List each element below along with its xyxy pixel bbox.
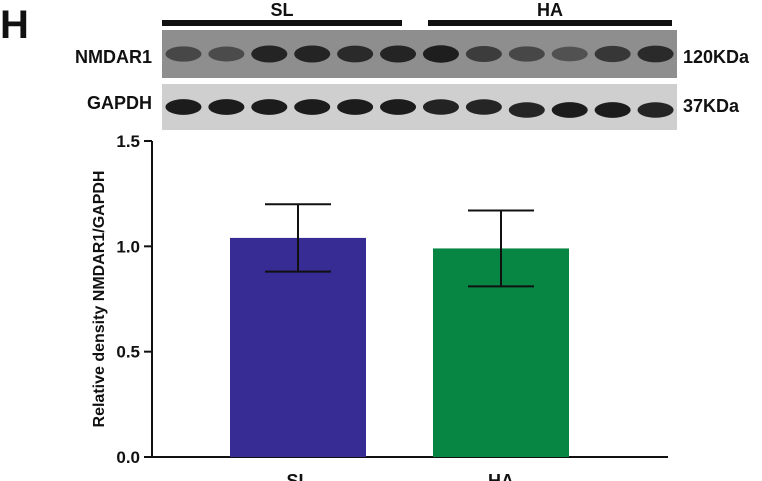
- blot-band: [208, 99, 245, 115]
- blot-band: [465, 99, 502, 115]
- blot-strip-nmdar1: [162, 30, 677, 78]
- blot-protein-label: NMDAR1: [75, 47, 152, 67]
- blot-band: [465, 46, 502, 62]
- blot-band: [380, 45, 417, 63]
- y-tick-label: 0.5: [116, 343, 140, 362]
- blot-group-bar: [162, 20, 402, 26]
- blot-band: [165, 46, 202, 62]
- blot-band: [422, 45, 459, 63]
- blot-band: [337, 45, 374, 63]
- blot-band: [594, 45, 631, 63]
- blot-band: [380, 99, 417, 115]
- blot-band: [208, 46, 245, 62]
- x-tick-label-sl: SL: [286, 471, 309, 481]
- blot-size-label: 37KDa: [683, 96, 740, 116]
- blot-band: [594, 102, 631, 118]
- blot-band: [551, 46, 588, 62]
- western-blot: SL HA NMDAR1 120KDa GAPDH 37KDa: [75, 0, 750, 130]
- blot-band: [251, 99, 288, 115]
- blot-band: [294, 99, 331, 115]
- y-axis-label: Relative density NMDAR1/GAPDH: [91, 171, 108, 428]
- blot-band: [422, 99, 459, 115]
- y-tick-label: 1.5: [116, 132, 140, 151]
- blot-band: [337, 99, 374, 115]
- blot-band: [637, 45, 674, 63]
- blot-group-bar: [428, 20, 672, 26]
- blot-band: [294, 45, 331, 63]
- blot-band: [165, 99, 202, 115]
- x-tick-label-ha: HA: [488, 471, 514, 481]
- blot-band: [637, 102, 674, 118]
- blot-band: [251, 45, 288, 63]
- panel-label: H: [0, 3, 29, 47]
- blot-band: [551, 102, 588, 118]
- blot-protein-label: GAPDH: [87, 93, 152, 113]
- blot-band: [508, 46, 545, 62]
- blot-group-label-sl: SL: [270, 0, 293, 20]
- blot-size-label: 120KDa: [683, 47, 750, 67]
- y-tick-label: 0.0: [116, 448, 140, 467]
- y-tick-label: 1.0: [116, 237, 140, 256]
- bar-chart: 0.0 0.5 1.0 1.5 Relative density NMDAR1/GAPD…: [91, 132, 668, 481]
- bar-sl: [230, 237, 366, 457]
- blot-band: [508, 102, 545, 118]
- blot-group-label-ha: HA: [537, 0, 563, 20]
- blot-strip-gapdh: [162, 84, 677, 130]
